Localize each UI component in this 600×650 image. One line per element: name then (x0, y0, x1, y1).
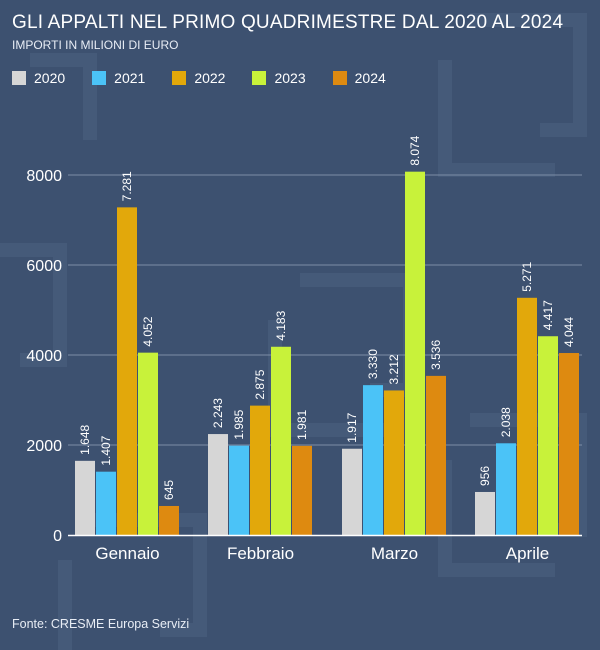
chart-subtitle: IMPORTI IN MILIONI DI EURO (12, 38, 179, 52)
data-label-aprile-2022: 5.271 (520, 261, 534, 291)
data-label-gennaio-2024: 645 (162, 480, 176, 500)
bar-gennaio-2023 (138, 352, 158, 535)
data-label-marzo-2020: 1.917 (345, 412, 359, 442)
data-label-febbraio-2023: 4.183 (274, 310, 288, 340)
legend-item-2023[interactable]: 2023 (252, 70, 306, 86)
bar-gennaio-2024 (159, 505, 179, 535)
legend-label-2023: 2023 (274, 70, 306, 86)
data-label-febbraio-2022: 2.875 (253, 369, 267, 399)
data-label-aprile-2021: 2.038 (499, 407, 513, 437)
legend-item-2021[interactable]: 2021 (92, 70, 145, 86)
data-label-gennaio-2020: 1.648 (78, 424, 92, 454)
bar-marzo-2021 (363, 385, 383, 535)
y-tick-label-4000: 4000 (26, 348, 62, 365)
y-tick-label-2000: 2000 (26, 438, 62, 455)
legend-label-2022: 2022 (194, 70, 226, 86)
bar-aprile-2023 (538, 336, 558, 535)
x-tick-label-gennaio: Gennaio (95, 544, 159, 563)
legend: 2020 2021 2022 2023 2024 (12, 70, 413, 86)
data-label-aprile-2024: 4.044 (562, 317, 576, 347)
y-tick-label-8000: 8000 (26, 168, 62, 185)
bar-aprile-2021 (496, 443, 516, 535)
legend-swatch-2024 (332, 71, 347, 85)
data-label-febbraio-2021: 1.985 (232, 409, 246, 439)
legend-swatch-2023 (252, 71, 267, 85)
legend-swatch-2021 (92, 71, 107, 85)
data-label-marzo-2023: 8.074 (408, 135, 422, 165)
bar-febbraio-2022 (250, 405, 270, 535)
bar-marzo-2023 (405, 171, 425, 536)
bar-febbraio-2021 (229, 445, 249, 535)
x-tick-label-febbraio: Febbraio (227, 544, 294, 563)
bar-febbraio-2023 (271, 346, 291, 535)
bar-aprile-2022 (517, 297, 537, 535)
data-label-marzo-2024: 3.536 (429, 340, 443, 370)
bar-marzo-2024 (426, 375, 446, 535)
data-label-aprile-2023: 4.417 (541, 300, 555, 330)
data-label-febbraio-2024: 1.981 (295, 409, 309, 439)
chart-title: GLI APPALTI NEL PRIMO QUADRIMESTRE DAL 2… (12, 12, 564, 33)
data-label-aprile-2020: 956 (478, 466, 492, 486)
bar-febbraio-2020 (208, 434, 228, 535)
y-tick-label-6000: 6000 (26, 258, 62, 275)
data-label-gennaio-2021: 1.407 (99, 435, 113, 465)
bar-gennaio-2022 (117, 207, 137, 536)
legend-label-2021: 2021 (114, 70, 146, 86)
data-label-marzo-2021: 3.330 (366, 349, 380, 379)
x-tick-label-marzo: Marzo (371, 544, 418, 563)
bar-gennaio-2021 (96, 471, 116, 535)
legend-swatch-2020 (12, 71, 26, 85)
bar-marzo-2020 (342, 448, 362, 535)
bar-febbraio-2024 (292, 445, 312, 535)
data-label-gennaio-2023: 4.052 (141, 316, 155, 346)
data-label-febbraio-2020: 2.243 (211, 398, 225, 428)
x-tick-label-aprile: Aprile (506, 544, 549, 563)
bar-marzo-2022 (384, 390, 404, 535)
legend-item-2022[interactable]: 2022 (172, 70, 225, 86)
legend-swatch-2022 (172, 71, 187, 85)
bar-aprile-2020 (475, 491, 495, 535)
bar-aprile-2024 (559, 353, 579, 535)
data-label-gennaio-2022: 7.281 (120, 171, 134, 201)
source-note: Fonte: CRESME Europa Servizi (12, 617, 190, 631)
bar-gennaio-2020 (75, 460, 95, 535)
legend-item-2024[interactable]: 2024 (332, 70, 386, 86)
data-label-marzo-2022: 3.212 (387, 354, 401, 384)
y-tick-label-0: 0 (53, 528, 62, 545)
legend-label-2024: 2024 (354, 70, 386, 86)
legend-item-2020[interactable]: 2020 (12, 70, 65, 86)
legend-label-2020: 2020 (34, 70, 66, 86)
